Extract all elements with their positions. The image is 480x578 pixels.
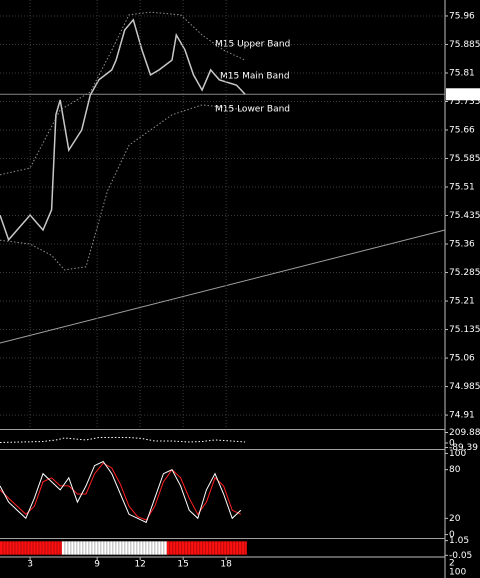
x-tick-label: 18 xyxy=(220,560,232,570)
x-tick-label: 3 xyxy=(27,560,33,570)
y-tick-label: 0 xyxy=(449,530,455,540)
x-tick-label: 9 xyxy=(94,560,100,570)
y-tick-label: 75.51 xyxy=(449,183,475,193)
y-tick-label: 75.96 xyxy=(449,11,475,21)
y-tick-label: 1.05 xyxy=(449,536,469,546)
bar xyxy=(61,541,167,555)
y-tick-label: -0.05 xyxy=(449,551,472,561)
y-tick-label: 74.91 xyxy=(449,411,475,421)
series-line xyxy=(0,104,246,271)
series-line xyxy=(0,11,246,176)
y-tick-label: 75.885 xyxy=(449,40,480,50)
current-price-box xyxy=(446,88,480,101)
y-tick-label: 75.66 xyxy=(449,125,475,135)
series-line xyxy=(0,18,246,242)
x-tick-label: 12 xyxy=(134,560,145,570)
bar xyxy=(0,541,62,555)
series-line xyxy=(0,437,246,443)
annotation: M15 Lower Band xyxy=(215,105,290,115)
series-line xyxy=(0,460,242,524)
y-tick-label: 80 xyxy=(449,465,461,475)
y-tick-label: 75.285 xyxy=(449,268,480,278)
y-tick-label: 75.06 xyxy=(449,354,475,364)
axis-label: 2 xyxy=(449,559,455,569)
current-price-label: 75.754 xyxy=(448,90,480,100)
x-tick-label: 15 xyxy=(177,560,188,570)
y-tick-label: 75.36 xyxy=(449,240,475,250)
y-tick-label: 75.81 xyxy=(449,68,475,78)
y-tick-label: 74.985 xyxy=(449,382,480,392)
y-tick-label: 75.735 xyxy=(449,97,480,107)
annotation: M15 Upper Band xyxy=(215,40,290,50)
axis-label: 100 xyxy=(449,568,466,578)
series-line xyxy=(0,229,446,344)
y-tick-label: 75.21 xyxy=(449,297,475,307)
y-tick-label: 209.8826 xyxy=(449,428,480,438)
y-tick-label: -89.39 xyxy=(449,443,478,453)
y-tick-label: 75.435 xyxy=(449,211,480,221)
y-tick-label: 75.135 xyxy=(449,325,480,335)
y-tick-label: 75.585 xyxy=(449,154,480,164)
y-tick-label: 100 xyxy=(449,449,466,459)
y-tick-label: 0 xyxy=(449,439,455,449)
annotation: M15 Main Band xyxy=(220,72,290,82)
y-tick-label: 20 xyxy=(449,514,461,524)
